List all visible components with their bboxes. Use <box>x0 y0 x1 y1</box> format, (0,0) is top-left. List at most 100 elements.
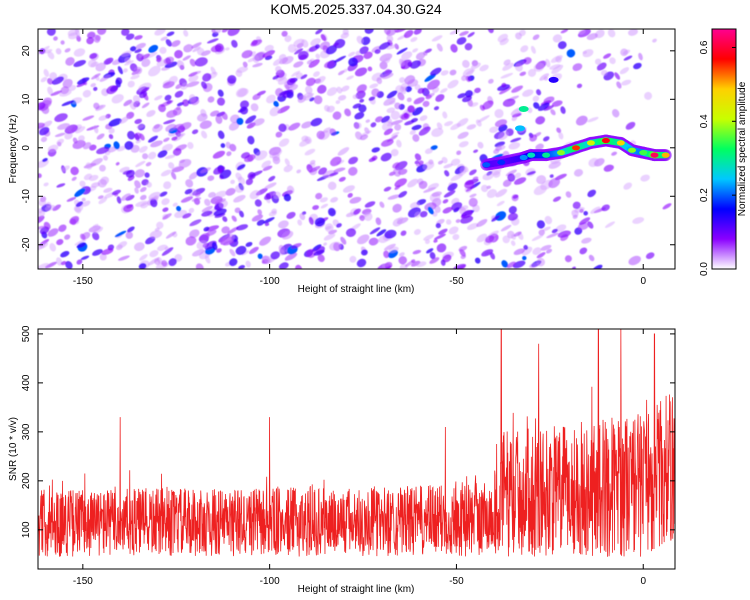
heatmap-noise-blob <box>632 217 645 224</box>
heatmap-noise-blob <box>380 152 392 162</box>
heatmap-noise-blob <box>438 228 448 235</box>
heatmap-noise-blob <box>119 116 130 124</box>
heatmap-noise-blob <box>158 104 166 113</box>
heatmap-noise-blob <box>259 236 272 246</box>
heatmap-noise-blob <box>399 77 406 83</box>
heatmap-noise-blob <box>332 111 342 120</box>
snr-x-axis-label: Height of straight line (km) <box>298 584 415 595</box>
heatmap-noise-blob <box>56 239 64 246</box>
heatmap-noise-blob <box>371 88 380 97</box>
heatmap-noise-blob <box>171 165 183 172</box>
heatmap-noise-blob <box>433 239 438 243</box>
heatmap-noise-blob <box>422 161 435 171</box>
heatmap-noise-blob <box>313 71 320 77</box>
heatmap-noise-blob <box>546 232 559 239</box>
heatmap-noise-blob <box>434 233 446 240</box>
heatmap-noise-blob <box>638 52 643 61</box>
heatmap-noise-blob <box>49 243 57 252</box>
heatmap-noise-blob <box>390 110 400 120</box>
heatmap-noise-blob <box>390 148 399 157</box>
heatmap-noise-blob <box>529 134 538 142</box>
heatmap-noise-blob <box>213 29 222 34</box>
heatmap-noise-blob <box>510 137 522 143</box>
heatmap-signal-track <box>480 76 672 171</box>
heatmap-noise-blob <box>359 134 369 141</box>
heatmap-noise-blob <box>628 29 638 36</box>
heatmap-noise-blob <box>436 43 443 52</box>
heatmap-noise-blob <box>532 34 540 40</box>
heatmap-noise-blob <box>450 44 458 53</box>
heatmap-noise-blob <box>188 207 195 214</box>
heatmap-noise-blob <box>460 254 467 260</box>
heatmap-noise-blob <box>340 236 347 245</box>
heatmap-noise-blob <box>57 123 70 130</box>
heatmap-noise-blob <box>145 236 156 245</box>
heatmap-noise-blob <box>369 227 381 235</box>
heatmap-noise-blob <box>217 130 225 140</box>
heatmap-noise-blob <box>89 144 97 151</box>
heatmap-noise-blob <box>166 31 175 37</box>
heatmap-noise-blob <box>459 31 469 36</box>
heatmap-noise-blob <box>578 29 586 35</box>
heatmap-noise-blob <box>55 48 62 55</box>
heatmap-noise-blob <box>134 66 143 75</box>
heatmap-noise-blob <box>450 123 461 131</box>
heatmap-noise-blob <box>356 84 367 93</box>
heatmap-noise-blob <box>400 113 411 121</box>
heatmap-noise-blob <box>168 75 178 84</box>
heatmap-noise-blob <box>435 94 445 102</box>
heatmap-noise-blob <box>394 185 401 190</box>
heatmap-noise-blob <box>127 80 135 88</box>
heatmap-noise-blob <box>469 193 477 198</box>
heatmap-noise-blob <box>313 95 323 105</box>
heatmap-noise-blob <box>245 241 253 247</box>
heatmap-noise-blob <box>117 66 124 75</box>
heatmap-noise-blob <box>93 86 98 91</box>
heatmap-noise-blob <box>317 254 325 263</box>
heatmap-noise-blob <box>231 39 238 48</box>
heatmap-noise-blob <box>552 196 562 202</box>
heatmap-noise-blob <box>444 170 450 177</box>
heatmap-noise-blob <box>482 100 494 110</box>
snr-x-tick-label: 0 <box>640 576 646 587</box>
heatmap-noise-blob <box>364 201 376 208</box>
heatmap-noise-blob <box>342 68 348 73</box>
heatmap-signal-point <box>616 140 625 146</box>
heatmap-noise-blob <box>125 231 134 239</box>
heatmap-noise-blob <box>45 204 56 211</box>
heatmap-noise-blob <box>371 155 378 161</box>
heatmap-noise-blob <box>572 201 581 210</box>
heatmap-noise-blob <box>256 219 265 226</box>
heatmap-noise-blob <box>125 33 135 41</box>
heatmap-noise-blob <box>150 140 163 148</box>
heatmap-noise-blob <box>74 239 87 246</box>
heatmap-noise-blob <box>297 219 303 226</box>
heatmap-noise-blob <box>325 225 332 230</box>
heatmap-noise-blob <box>515 32 522 40</box>
heatmap-noise-blob <box>566 49 576 58</box>
heatmap-noise-blob <box>427 182 439 191</box>
heatmap-noise-blob <box>186 81 200 88</box>
heatmap-noise-blob <box>501 82 507 88</box>
heatmap-noise-blob <box>614 72 621 80</box>
heatmap-noise-blob <box>394 123 402 131</box>
heatmap-noise-blob <box>196 240 208 250</box>
heatmap-noise-blob <box>414 84 421 91</box>
heatmap-noise-blob <box>226 151 232 157</box>
heatmap-noise-blob <box>252 54 260 64</box>
heatmap-noise-blob <box>603 53 612 59</box>
heatmap-noise-blob <box>319 197 328 203</box>
heatmap-noise-blob <box>95 34 101 41</box>
heatmap-noise-blob <box>462 59 470 68</box>
heatmap-noise-blob <box>494 108 504 119</box>
heatmap-noise-blob <box>652 38 657 43</box>
heatmap-noise-blob <box>278 249 285 256</box>
heatmap-noise-blob <box>293 38 305 47</box>
heatmap-noise-blob <box>70 97 83 105</box>
heatmap-noise-blob <box>338 70 345 76</box>
heatmap-noise-blob <box>573 169 584 177</box>
heatmap-noise-blob <box>357 234 370 245</box>
heatmap-noise-blob <box>207 38 219 44</box>
heatmap-noise-blob <box>165 39 172 47</box>
heatmap-noise-blob <box>202 73 212 82</box>
